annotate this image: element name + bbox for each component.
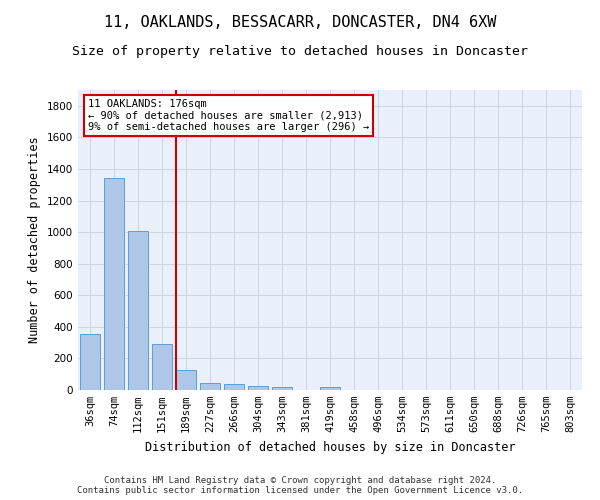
Text: 11, OAKLANDS, BESSACARR, DONCASTER, DN4 6XW: 11, OAKLANDS, BESSACARR, DONCASTER, DN4 … [104, 15, 496, 30]
Bar [320, 387, 340, 390]
Bar [80, 334, 100, 390]
Text: 11 OAKLANDS: 176sqm
← 90% of detached houses are smaller (2,913)
9% of semi-deta: 11 OAKLANDS: 176sqm ← 90% of detached ho… [88, 99, 370, 132]
Bar [128, 231, 148, 390]
Bar [176, 370, 196, 390]
Bar [104, 178, 124, 390]
Text: Size of property relative to detached houses in Doncaster: Size of property relative to detached ho… [72, 45, 528, 58]
Bar [248, 386, 268, 390]
Text: Contains HM Land Registry data © Crown copyright and database right 2024.
Contai: Contains HM Land Registry data © Crown c… [77, 476, 523, 495]
Bar [224, 384, 244, 390]
X-axis label: Distribution of detached houses by size in Doncaster: Distribution of detached houses by size … [145, 440, 515, 454]
Bar [200, 384, 220, 390]
Y-axis label: Number of detached properties: Number of detached properties [28, 136, 41, 344]
Bar [152, 344, 172, 390]
Bar [272, 387, 292, 390]
